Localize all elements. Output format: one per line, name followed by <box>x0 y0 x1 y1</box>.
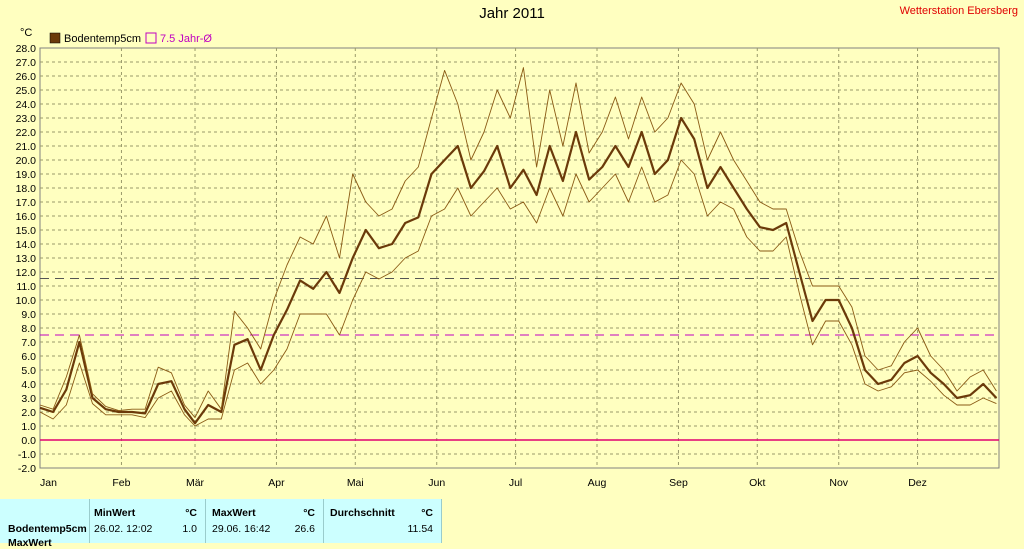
x-tick-label: Apr <box>268 477 285 489</box>
y-tick-label: 28.0 <box>16 43 37 55</box>
y-tick-label: 22.0 <box>16 127 37 139</box>
y-tick-label: 21.0 <box>16 141 37 153</box>
min-value: 1.0 <box>182 523 197 535</box>
legend: Bodentemp5cm 7.5 Jahr-Ø <box>49 32 212 45</box>
chart-svg: Bodentemp5cm 7.5 Jahr-Ø °C -2.0 -1.0 0.0 1.… <box>16 27 1000 489</box>
stats-avg-cell: Durchschnitt °C 11.54 <box>324 499 442 543</box>
y-tick-label: 18.0 <box>16 183 37 195</box>
series-line-upper <box>39 67 997 419</box>
max-date: 29.06. 16:42 <box>212 523 271 535</box>
y-tick-label: 16.0 <box>16 211 37 223</box>
y-tick-label: 5.0 <box>21 365 36 377</box>
stats-row-label-2: MaxWert <box>8 537 52 549</box>
x-tick-label: Sep <box>669 477 688 489</box>
y-tick-label: 25.0 <box>16 85 37 97</box>
y-tick-label: 4.0 <box>21 379 36 391</box>
max-value: 26.6 <box>294 523 315 535</box>
max-header: MaxWert <box>212 507 256 519</box>
y-tick-label: 7.0 <box>21 337 36 349</box>
y-axis-unit: °C <box>20 27 32 39</box>
y-tick-label: -2.0 <box>18 463 36 475</box>
stats-min-cell: MinWert °C 26.02. 12:02 1.0 <box>90 499 206 543</box>
y-tick-label: 11.0 <box>16 281 36 293</box>
min-date: 26.02. 12:02 <box>94 523 153 535</box>
y-tick-label: 3.0 <box>21 393 36 405</box>
legend-label-bodentemp: Bodentemp5cm <box>64 33 141 45</box>
y-tick-label: 2.0 <box>21 407 36 419</box>
y-tick-label: -1.0 <box>18 449 36 461</box>
y-tick-label: 10.0 <box>16 295 37 307</box>
plot-frame <box>39 47 1000 469</box>
x-tick-label: Feb <box>112 477 130 489</box>
avg-unit: °C <box>421 507 433 519</box>
stats-max-cell: MaxWert °C 29.06. 16:42 26.6 <box>206 499 324 543</box>
x-tick-label: Jun <box>428 477 445 489</box>
min-header: MinWert <box>94 507 136 519</box>
x-tick-label: Mär <box>186 477 205 489</box>
y-tick-label: 15.0 <box>16 225 37 237</box>
y-tick-label: 27.0 <box>16 57 37 69</box>
legend-label-jahr: 7.5 Jahr-Ø <box>160 33 212 45</box>
y-tick-label: 9.0 <box>21 309 36 321</box>
y-tick-label: 23.0 <box>16 113 37 125</box>
x-tick-label: Jul <box>509 477 522 489</box>
x-tick-label: Okt <box>749 477 765 489</box>
avg-header: Durchschnitt <box>330 507 395 519</box>
stats-row-label: Bodentemp5cm <box>8 523 87 535</box>
x-tick-label: Mai <box>347 477 364 489</box>
y-tick-label: 13.0 <box>16 253 37 265</box>
plot-area: -2.0 -1.0 0.0 1.0 2.0 3.0 4.0 5.0 6.0 7.0 8.0 9.0 10… <box>16 43 1000 489</box>
stats-label-cell: Bodentemp5cm MaxWert <box>0 499 90 549</box>
chart-title: Jahr 2011 <box>479 5 545 22</box>
y-tick-label: 19.0 <box>16 169 37 181</box>
y-tick-label: 24.0 <box>16 99 37 111</box>
y-tick-label: 1.0 <box>21 421 36 433</box>
legend-swatch-jahr <box>145 32 157 44</box>
series-line-lower <box>39 159 997 427</box>
x-tick-label: Jan <box>40 477 57 489</box>
legend-swatch-bodentemp <box>49 32 61 44</box>
y-tick-label: 0.0 <box>21 435 36 447</box>
y-tick-label: 12.0 <box>16 267 37 279</box>
min-unit: °C <box>185 507 197 519</box>
y-tick-label: 6.0 <box>21 351 36 363</box>
station-name: Wetterstation Ebersberg <box>899 5 1018 17</box>
stats-table: Bodentemp5cm MaxWert MinWert °C 26.02. 1… <box>0 499 1024 549</box>
y-tick-label: 17.0 <box>16 197 37 209</box>
x-tick-label: Aug <box>588 477 607 489</box>
y-tick-label: 8.0 <box>21 323 36 335</box>
max-unit: °C <box>303 507 315 519</box>
series-line-mean <box>39 116 998 425</box>
x-tick-label: Dez <box>908 477 927 489</box>
y-tick-label: 26.0 <box>16 71 37 83</box>
x-tick-label: Nov <box>829 477 848 489</box>
y-tick-label: 14.0 <box>16 239 37 251</box>
y-tick-label: 20.0 <box>16 155 37 167</box>
avg-value: 11.54 <box>407 523 434 535</box>
